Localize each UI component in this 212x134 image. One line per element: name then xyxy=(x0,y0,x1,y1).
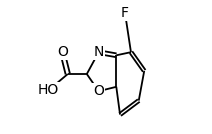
Text: N: N xyxy=(93,45,104,59)
Text: HO: HO xyxy=(38,83,59,97)
Text: O: O xyxy=(93,84,104,98)
Text: O: O xyxy=(57,45,68,59)
Text: F: F xyxy=(121,6,129,20)
